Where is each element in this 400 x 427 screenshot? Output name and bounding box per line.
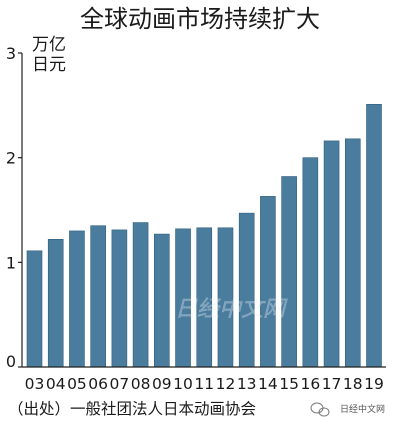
x-tick-label: 06 bbox=[88, 375, 108, 393]
watermark-corner: 日经中文网 bbox=[310, 402, 385, 417]
x-tick-label: 09 bbox=[152, 375, 172, 393]
x-tick-label: 19 bbox=[364, 375, 384, 393]
bar bbox=[260, 196, 276, 368]
source-note: （出处）一般社团法人日本动画协会 bbox=[8, 400, 256, 418]
x-tick-label: 04 bbox=[46, 375, 66, 393]
y-tick-label: 1 bbox=[6, 253, 16, 272]
bar bbox=[26, 250, 43, 368]
bar bbox=[154, 233, 170, 368]
x-tick-label: 08 bbox=[131, 375, 151, 393]
bar bbox=[366, 103, 382, 368]
x-tick-label: 05 bbox=[67, 375, 87, 393]
x-tick-label: 12 bbox=[216, 375, 236, 393]
x-tick-label: 10 bbox=[173, 375, 193, 393]
bar bbox=[302, 157, 319, 368]
x-tick-label: 03 bbox=[25, 375, 45, 393]
watermark-center: 日经中文网 bbox=[175, 297, 289, 323]
x-tick-label: 13 bbox=[237, 375, 257, 393]
x-tick-label: 15 bbox=[279, 375, 299, 393]
y-tick-label: 2 bbox=[6, 149, 16, 168]
chart-title: 全球动画市场持续扩大 bbox=[80, 5, 320, 33]
y-tick-label: 3 bbox=[6, 44, 16, 63]
watermark-corner-text: 日经中文网 bbox=[340, 403, 385, 415]
x-tick-label: 18 bbox=[343, 375, 363, 393]
bar bbox=[344, 138, 361, 368]
x-tick-label: 11 bbox=[194, 375, 214, 393]
bar bbox=[47, 239, 64, 368]
x-tick-label: 14 bbox=[258, 375, 278, 393]
x-axis-ticks: 03 04 05 06 07 08 09 10 11 12 13 14 15 16 17 18 19 bbox=[25, 375, 384, 393]
x-tick-label: 16 bbox=[300, 375, 320, 393]
y-unit-line1: 万亿 bbox=[32, 35, 66, 55]
bar bbox=[132, 222, 149, 368]
bar bbox=[238, 212, 255, 368]
y-unit-line2: 日元 bbox=[32, 55, 66, 75]
x-tick-label: 07 bbox=[110, 375, 130, 393]
x-tick-label: 17 bbox=[322, 375, 342, 393]
wechat-icon bbox=[310, 402, 330, 417]
bar bbox=[90, 225, 106, 368]
bar bbox=[69, 230, 85, 368]
watermark-center-text: 日经中文网 bbox=[175, 297, 288, 322]
bar bbox=[281, 176, 297, 368]
bar bbox=[323, 140, 340, 368]
y-tick-label: 0 bbox=[6, 352, 16, 371]
bar bbox=[111, 229, 128, 368]
y-axis-ticks: 0 1 2 3 bbox=[6, 44, 22, 371]
bars-group bbox=[26, 103, 382, 368]
